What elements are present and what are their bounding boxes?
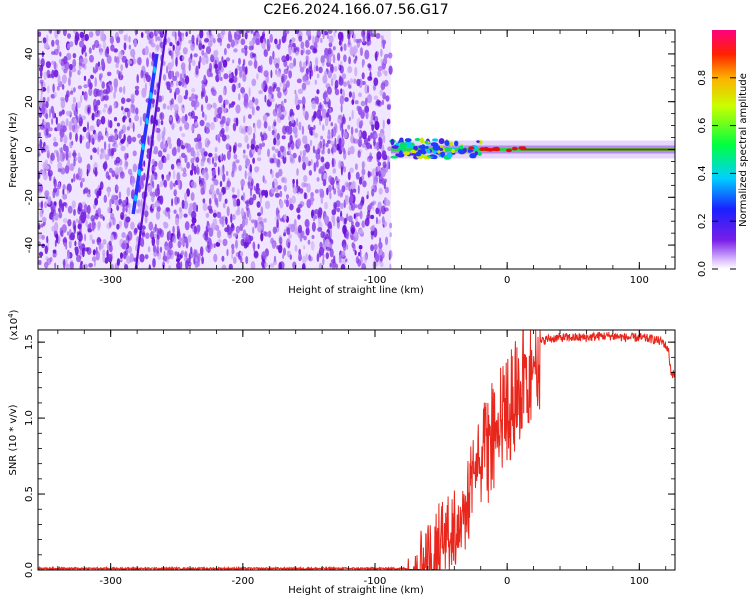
spectrogram-ytick-label: 40 — [24, 48, 35, 61]
snr-series-line — [38, 330, 675, 570]
secondary-streak — [134, 30, 168, 269]
snr-xtick-label: -300 — [99, 576, 122, 587]
snr-ytick-label: 1.5 — [24, 334, 35, 350]
signal-blobs — [389, 137, 527, 160]
snr-xtick-label: 100 — [630, 576, 649, 587]
spectrogram-xtick-label: -100 — [364, 275, 387, 286]
colorbar-tick-label: 0.6 — [697, 118, 708, 134]
spectrogram-ytick-label: -20 — [24, 189, 35, 205]
snr-ytick-label: 0.0 — [24, 562, 35, 578]
snr-xtick-label: 0 — [504, 576, 510, 587]
spectrogram-xlabel: Height of straight line (km) — [288, 285, 424, 296]
spectrogram-xtick-label: 100 — [630, 275, 649, 286]
spectrogram-xtick-label: -300 — [99, 275, 122, 286]
colorbar-tick-label: 0.8 — [697, 70, 708, 86]
snr-ylabel: SNR (10 * v/v) — [8, 404, 19, 475]
snr-xtick-label: -200 — [231, 576, 254, 587]
colorbar-tick-label: 0.4 — [697, 165, 708, 181]
spectrogram-ylabel: Frequency (Hz) — [8, 112, 19, 188]
snr-axes: -300 -200 -100 0 100 0.0 0.5 1.0 1.5 — [24, 330, 675, 587]
snr-ytick-label: 0.5 — [24, 486, 35, 502]
spectrogram-xtick-label: 0 — [504, 275, 510, 286]
snr-xtick-label: -100 — [364, 576, 387, 587]
snr-xlabel: Height of straight line (km) — [288, 585, 424, 596]
spectrogram-image — [38, 30, 675, 269]
colorbar-ticks: 0.0 0.2 0.4 0.6 0.8 — [697, 70, 736, 277]
chart-title: C2E6.2024.166.07.56.G17 — [263, 2, 449, 18]
streak-highlights — [133, 66, 157, 202]
snr-ytick-label: 1.0 — [24, 410, 35, 426]
spectrogram-xtick-label: -200 — [231, 275, 254, 286]
spectrogram-ytick-label: -40 — [24, 237, 35, 253]
colorbar-tick-label: 0.0 — [697, 261, 708, 277]
colorbar — [712, 30, 736, 269]
colorbar-tick-label: 0.2 — [697, 213, 708, 229]
signal-streak — [131, 53, 159, 215]
colorbar-label: Normalized spectral amplitude — [738, 73, 749, 227]
snr-plot-area — [38, 330, 675, 570]
spectrogram-ytick-label: 20 — [24, 95, 35, 108]
snr-frame — [37, 329, 676, 571]
spectrogram-ytick-label: 0 — [24, 146, 35, 152]
snr-y-multiplier: (x104) — [7, 309, 20, 340]
noise-speckles — [38, 30, 393, 269]
